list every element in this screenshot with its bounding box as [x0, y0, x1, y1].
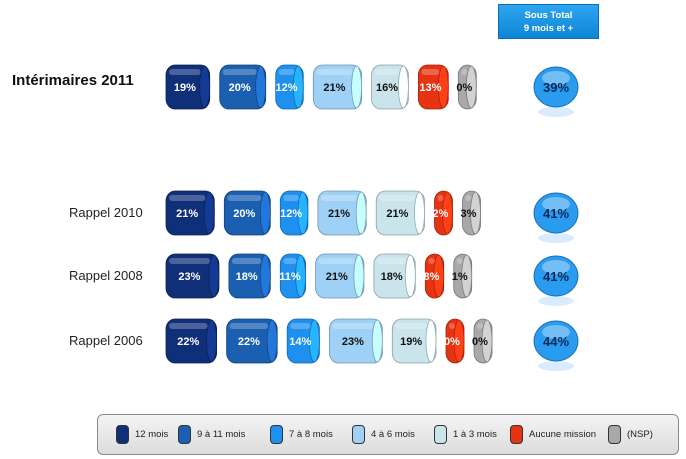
bar-0-2	[275, 64, 304, 110]
subtotal-bubble-2	[533, 255, 579, 306]
bar-label-2-6: 1%	[452, 271, 468, 283]
legend-item-5: Aucune mission	[510, 415, 596, 454]
bar-label-1-4: 21%	[386, 208, 408, 220]
bar-label-0-0: 19%	[174, 82, 196, 94]
bar-label-2-5: 8%	[424, 271, 440, 283]
legend-label-0: 12 mois	[135, 429, 169, 440]
bar-1-3	[317, 190, 367, 236]
legend-label-3: 4 à 6 mois	[371, 429, 415, 440]
bar-1-5	[434, 190, 453, 236]
bar-label-0-6: 0%	[456, 82, 472, 94]
bar-label-0-1: 20%	[229, 82, 251, 94]
subtotal-bubble-0	[533, 66, 579, 117]
bar-2-3	[315, 253, 365, 299]
legend-swatch-0	[116, 425, 129, 444]
legend-label-6: (NSP)	[627, 429, 653, 440]
legend-label-2: 7 à 8 mois	[289, 429, 333, 440]
bar-0-0	[165, 64, 211, 110]
bar-0-6	[457, 64, 477, 110]
bar-label-2-4: 18%	[381, 271, 403, 283]
legend-swatch-2	[270, 425, 283, 444]
bar-label-1-2: 12%	[280, 208, 302, 220]
legend-swatch-1	[178, 425, 191, 444]
subtotal-label-1: 41%	[543, 206, 569, 221]
subtotal-header-line1: Sous Total	[524, 10, 573, 21]
subtotal-bubble-3	[533, 320, 579, 371]
bar-label-1-5: 2%	[433, 208, 449, 220]
bar-3-6	[473, 318, 493, 364]
bar-label-1-3: 21%	[328, 208, 350, 220]
bar-3-2	[286, 318, 320, 364]
bar-label-1-1: 20%	[233, 208, 255, 220]
bar-3-4	[391, 318, 437, 364]
bar-1-1	[223, 190, 271, 236]
bar-2-0	[165, 253, 220, 299]
bar-label-3-1: 22%	[238, 336, 260, 348]
bar-label-2-1: 18%	[236, 271, 258, 283]
legend-swatch-6	[608, 425, 621, 444]
legend-item-4: 1 à 3 mois	[434, 415, 497, 454]
legend-item-3: 4 à 6 mois	[352, 415, 415, 454]
bar-3-5	[445, 318, 465, 364]
row-label-2006: Rappel 2006	[69, 333, 143, 348]
bar-2-6	[453, 253, 473, 299]
legend-swatch-4	[434, 425, 447, 444]
bar-label-0-5: 13%	[419, 82, 441, 94]
bar-label-0-2: 12%	[275, 82, 297, 94]
bar-1-4	[375, 190, 425, 236]
bar-0-4	[371, 64, 409, 110]
bar-label-3-5: 0%	[444, 336, 460, 348]
bar-1-6	[462, 190, 481, 236]
bar-label-3-0: 22%	[177, 336, 199, 348]
bar-label-2-3: 21%	[326, 271, 348, 283]
subtotal-header: Sous Total 9 mois et +	[498, 4, 599, 39]
legend-label-5: Aucune mission	[529, 429, 597, 440]
legend-label-4: 1 à 3 mois	[453, 429, 497, 440]
subtotal-header-line2: 9 mois et +	[523, 23, 574, 34]
bar-0-3	[312, 64, 363, 110]
bar-1-0	[165, 190, 215, 236]
bar-label-2-2: 11%	[279, 271, 301, 283]
row-label-2011: Intérimaires 2011	[12, 72, 134, 89]
subtotal-label-3: 44%	[543, 334, 569, 349]
bar-2-1	[228, 253, 271, 299]
bar-label-1-0: 21%	[176, 208, 198, 220]
legend-swatch-5	[510, 425, 523, 444]
bar-label-0-4: 16%	[376, 82, 398, 94]
row-label-2008: Rappel 2008	[69, 268, 143, 283]
bar-label-1-6: 3%	[461, 208, 477, 220]
bar-label-3-3: 23%	[342, 336, 364, 348]
legend-swatch-3	[352, 425, 365, 444]
bar-1-2	[279, 190, 309, 236]
bar-2-2	[279, 253, 307, 299]
bar-2-4	[373, 253, 416, 299]
subtotal-label-2: 41%	[543, 269, 569, 284]
bar-0-1	[219, 64, 267, 110]
bar-2-5	[424, 253, 445, 299]
row-label-2010: Rappel 2010	[69, 205, 143, 220]
bar-3-3	[328, 318, 383, 364]
subtotal-label-0: 39%	[543, 80, 569, 95]
subtotal-bubble-1	[533, 192, 579, 243]
bar-3-0	[165, 318, 218, 364]
legend: 12 mois 9 à 11 mois 7 à 8 mois 4 à 6 mois 1 …	[97, 414, 679, 455]
legend-item-1: 9 à 11 mois	[178, 415, 245, 454]
legend-item-6: (NSP)	[608, 415, 653, 454]
bar-3-1	[226, 318, 278, 364]
bar-label-3-6: 0%	[472, 336, 488, 348]
bar-label-3-4: 19%	[400, 336, 422, 348]
bar-label-2-0: 23%	[178, 271, 200, 283]
legend-item-0: 12 mois	[116, 415, 168, 454]
bar-label-3-2: 14%	[289, 336, 311, 348]
legend-item-2: 7 à 8 mois	[270, 415, 333, 454]
bar-label-0-3: 21%	[323, 82, 345, 94]
bar-0-5	[417, 64, 449, 110]
legend-label-1: 9 à 11 mois	[197, 429, 246, 440]
